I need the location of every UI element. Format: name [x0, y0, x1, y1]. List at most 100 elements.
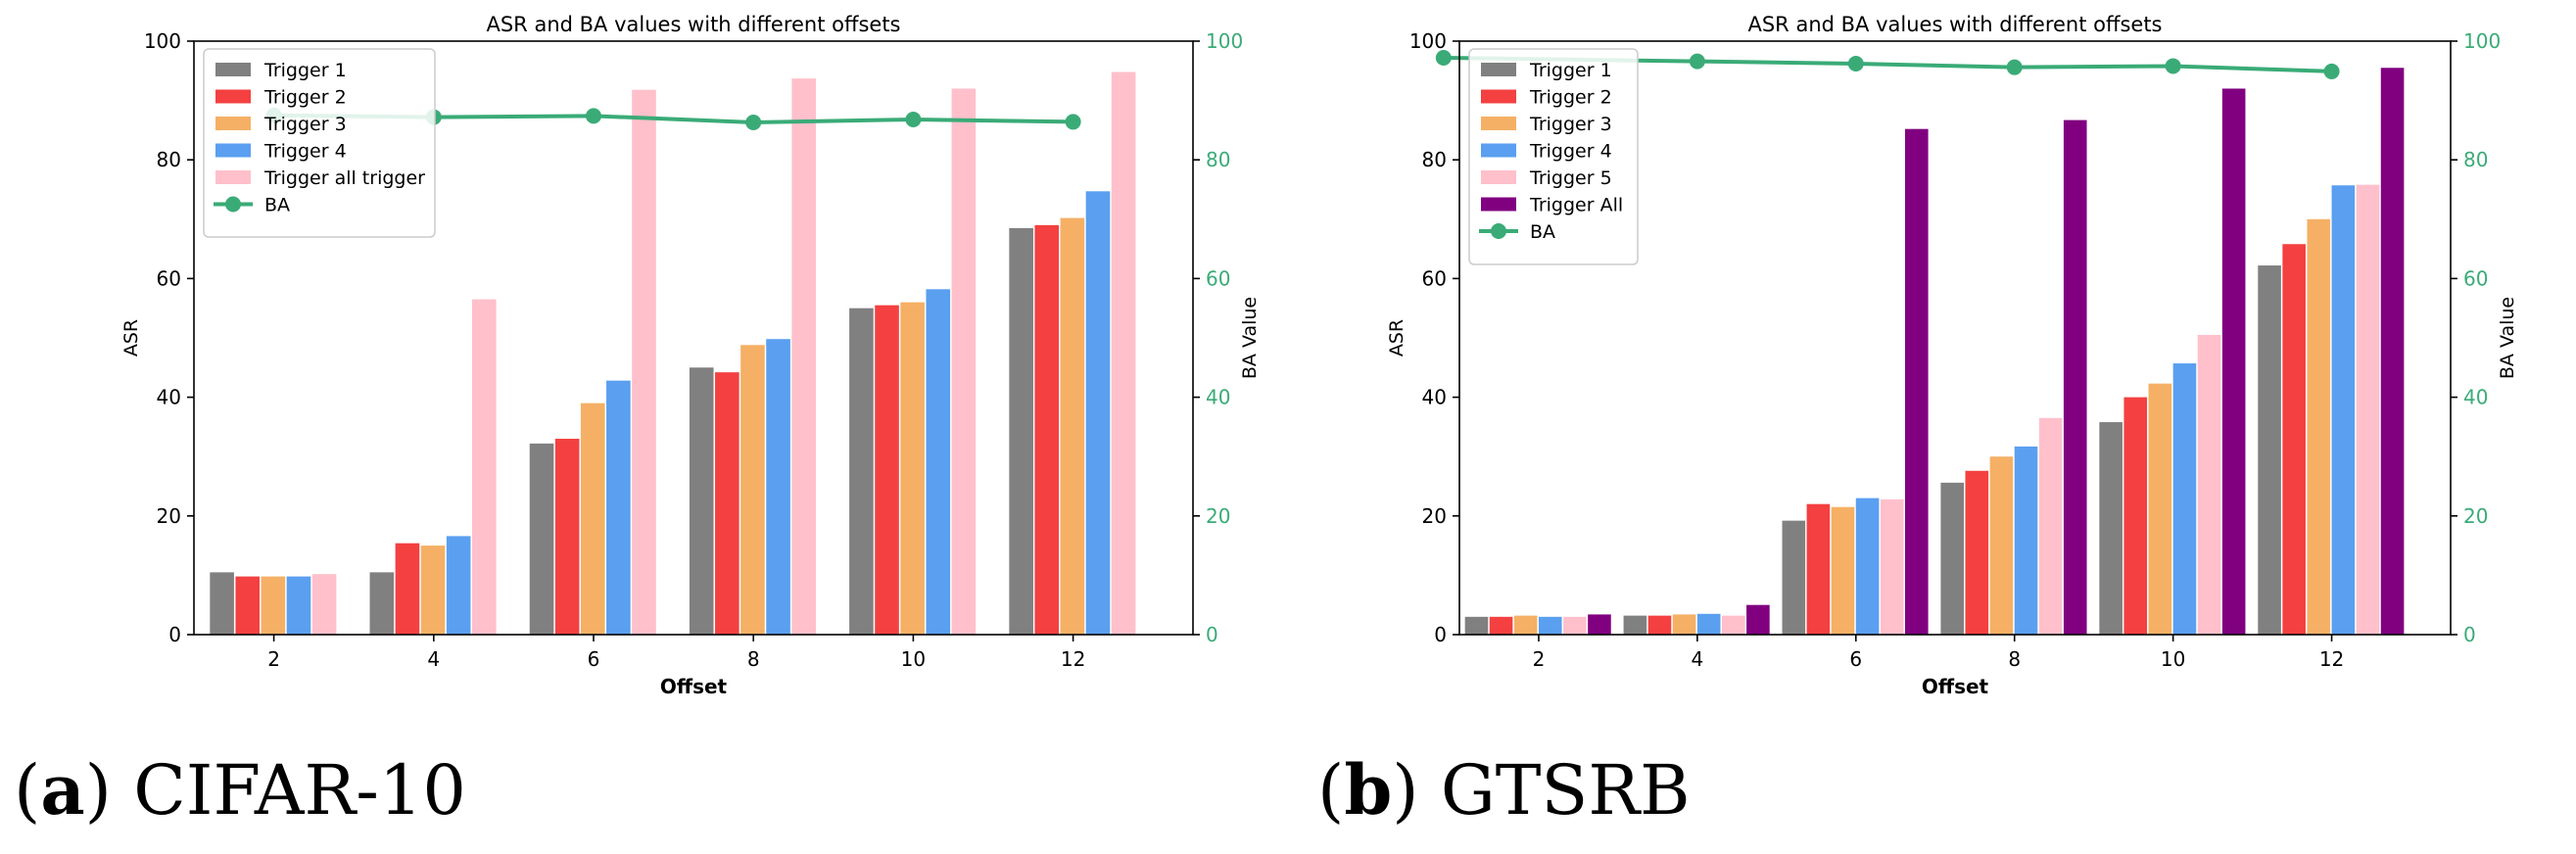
chart-a-y2tick-label-0: 0	[1206, 623, 1218, 646]
chart-a-bar-2-2	[395, 543, 420, 635]
chart-a-legend-swatch-3	[215, 117, 251, 130]
chart-a-ytick-label-100: 100	[144, 29, 181, 53]
chart-b-legend: Trigger 1 Trigger 2 Trigger 3 Trigger 4 Trig…	[1468, 48, 1639, 265]
chart-a-xtick-label-12: 12	[1061, 647, 1085, 671]
chart-b-bar-1-2	[1623, 615, 1647, 635]
chart-a-bar-1-6	[1009, 227, 1033, 635]
chart-b-title: ASR and BA values with different offsets	[1747, 13, 2162, 36]
chart-b-xtick-label-6: 6	[1849, 647, 1862, 671]
chart-a-legend-swatch-4	[215, 143, 251, 158]
chart-a-ytick-label-20: 20	[157, 504, 181, 528]
chart-b-ytick-label-80: 80	[1422, 148, 1447, 171]
chart-b-bar-6-2	[1746, 604, 1770, 635]
chart-a-title: ASR and BA values with different offsets	[486, 13, 900, 36]
chart-b-xlabel: Offset	[1922, 675, 1989, 698]
chart-a-legend-marker	[225, 196, 241, 213]
chart-a-ba-point-5	[905, 111, 922, 127]
chart-b-y2tick-label-0: 0	[2463, 623, 2476, 646]
chart-a-bar-3-2	[420, 546, 446, 635]
chart-a-bar-5-5	[951, 88, 977, 636]
chart-a-bar-4-6	[1085, 191, 1111, 635]
chart-b-bar-6-4	[2063, 119, 2087, 636]
chart-b-xtick-label-2: 2	[1533, 647, 1546, 671]
chart-a-bar-1-3	[529, 443, 554, 635]
chart-a-bar-5-3	[632, 89, 656, 635]
chart-a-legend-swatch-5	[215, 170, 251, 184]
chart-a: 0 20 40 60 80 100 0 20 40 60 80 100 2 4 6 8 10 12 ASR and …	[120, 13, 1261, 698]
chart-b-legend-label-7: BA	[1530, 221, 1555, 243]
chart-b-ytick-label-20: 20	[1422, 504, 1447, 528]
chart-b-ba-point-1	[1435, 49, 1452, 66]
chart-a-y2tick-label-40: 40	[1206, 386, 1230, 409]
chart-a-legend-swatch-2	[215, 89, 251, 104]
chart-b-y2tick-label-20: 20	[2463, 504, 2488, 528]
chart-b-bar-3-4	[1989, 456, 2014, 635]
chart-b-bar-2-3	[1806, 503, 1831, 635]
chart-a-frame	[193, 40, 1194, 636]
chart-a-legend-box	[203, 48, 436, 238]
chart-a-legend-label-4: Trigger 4	[263, 141, 347, 163]
chart-a-bar-5-1	[311, 574, 337, 635]
chart-a-bar-4-2	[446, 536, 471, 635]
chart-b-ylabel: ASR	[1386, 319, 1407, 356]
chart-b-bar-3-1	[1513, 615, 1538, 635]
caption-b: (b) GTSRB	[1317, 749, 1691, 830]
chart-a-bar-1-4	[689, 367, 714, 635]
chart-a-xtick-label-4: 4	[427, 647, 440, 671]
chart-b-ba-point-4	[2006, 59, 2023, 75]
chart-a-bar-5-2	[471, 299, 497, 635]
chart-a-bar-4-5	[926, 289, 951, 635]
chart-a-legend-swatch-1	[215, 63, 251, 76]
chart-b-ba-point-3	[1847, 56, 1864, 72]
chart-b-bar-6-6	[2380, 68, 2405, 635]
chart-b-bar-6-3	[1905, 128, 1929, 635]
chart-a-xtick-label-2: 2	[267, 647, 280, 671]
chart-a-legend-label-1: Trigger 1	[263, 60, 347, 81]
chart-a-xtick-label-8: 8	[747, 647, 760, 671]
chart-b-legend-label-4: Trigger 4	[1529, 141, 1612, 163]
chart-b-y2tick-label-80: 80	[2463, 148, 2488, 171]
chart-b-bar-6-5	[2221, 88, 2246, 636]
chart-a-bar-2-6	[1034, 224, 1060, 636]
chart-a-y2tick-label-80: 80	[1206, 148, 1230, 171]
chart-a-bar-1-5	[849, 308, 874, 635]
chart-a-legend: Trigger 1 Trigger 2 Trigger 3 Trigger 4 Trig…	[203, 48, 436, 238]
chart-b-bar-1-3	[1782, 520, 1806, 635]
chart-b-bar-2-6	[2282, 244, 2306, 635]
chart-a-bar-5-6	[1111, 71, 1136, 635]
chart-b-bar-3-3	[1831, 506, 1855, 635]
chart-b-bar-2-2	[1647, 615, 1672, 635]
chart-b-ytick-label-40: 40	[1422, 386, 1447, 409]
chart-b-ba-point-5	[2165, 58, 2181, 74]
chart-a-ytick-label-0: 0	[168, 623, 181, 646]
chart-b-bar-5-5	[2197, 334, 2221, 635]
chart-a-bar-2-5	[875, 305, 899, 635]
chart-b-bar-3-5	[2148, 383, 2172, 635]
chart-a-bar-3-6	[1060, 217, 1085, 635]
chart-b-legend-label-6: Trigger All	[1529, 195, 1623, 216]
chart-b: 0 20 40 60 80 100 0 20 40 60 80 100 2 4 6 8 10 12 ASR and …	[1386, 13, 2518, 698]
chart-b-y2tick-label-100: 100	[2463, 29, 2501, 53]
chart-b-y2tick-label-40: 40	[2463, 386, 2488, 409]
chart-b-bar-1-5	[2099, 422, 2123, 635]
chart-a-bar-3-1	[261, 576, 286, 635]
chart-b-legend-swatch-5	[1481, 170, 1516, 184]
chart-b-xtick-label-10: 10	[2161, 647, 2185, 671]
chart-a-bar-5-4	[791, 78, 816, 636]
chart-b-bar-5-2	[1721, 615, 1745, 635]
chart-a-bar-3-5	[900, 302, 925, 635]
chart-b-frame	[1458, 40, 2452, 636]
chart-a-bar-2-3	[554, 439, 580, 635]
chart-a-ba-point-3	[586, 108, 601, 124]
chart-b-bar-1-4	[1940, 482, 1965, 635]
chart-a-bar-2-1	[235, 576, 261, 635]
chart-b-legend-marker	[1491, 223, 1506, 239]
chart-a-ytick-label-80: 80	[157, 148, 181, 171]
chart-a-bar-3-4	[740, 345, 765, 635]
chart-a-ba-point-6	[1065, 114, 1081, 130]
chart-b-bar-4-5	[2172, 363, 2197, 635]
chart-b-bar-5-6	[2356, 184, 2380, 635]
chart-b-bar-3-2	[1672, 614, 1696, 635]
chart-b-bar-4-6	[2331, 185, 2356, 635]
